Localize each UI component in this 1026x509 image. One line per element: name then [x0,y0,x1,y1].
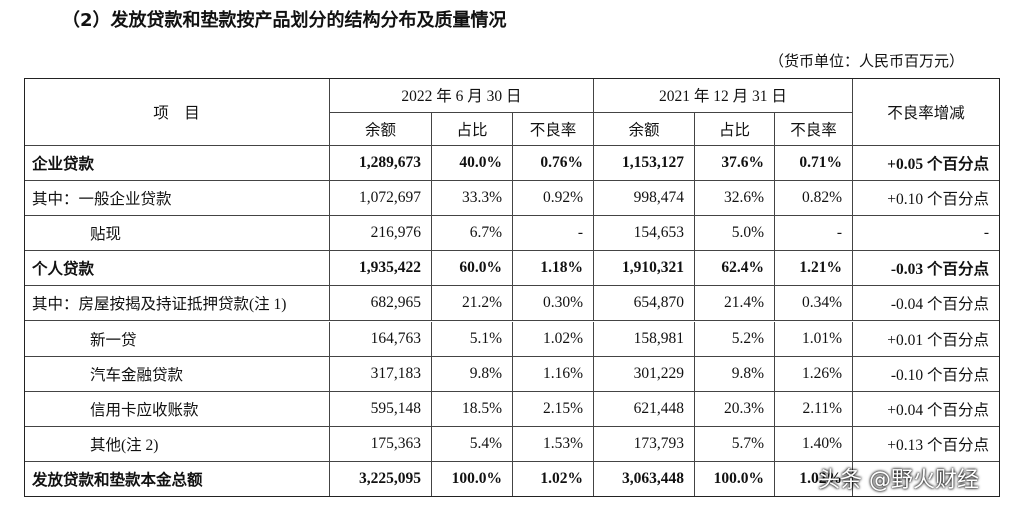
data-cell: -0.04 个百分点 [853,286,1000,322]
data-cell: 301,229 [594,356,695,392]
data-cell: - [513,216,594,252]
subheader-cell: 不良率 [775,113,853,146]
data-cell: 1,153,127 [594,146,695,182]
data-cell: 164,763 [330,321,432,357]
data-cell: 5.0% [695,216,775,252]
data-cell: 173,793 [594,426,695,462]
data-cell: 1.01% [775,321,853,357]
row-label: 其他(注 2) [24,426,330,462]
data-cell: +0.05 个百分点 [853,146,1000,182]
data-cell: 3,225,095 [330,461,432,497]
data-cell: 18.5% [432,391,513,427]
data-cell: 0.82% [775,181,853,217]
data-cell: +0.04 个百分点 [853,391,1000,427]
data-cell: 0.92% [513,181,594,217]
data-cell: 1.21% [775,251,853,287]
row-label: 其中：一般企业贷款 [24,181,330,217]
data-cell: 100.0% [432,461,513,497]
data-cell: 20.3% [695,391,775,427]
header-cell: 项 目 [24,78,330,146]
data-cell: 5.4% [432,426,513,462]
data-cell: 100.0% [695,461,775,497]
data-cell: -0.10 个百分点 [853,356,1000,392]
data-cell: 60.0% [432,251,513,287]
data-cell: 0.71% [775,146,853,182]
data-cell: 1.40% [775,426,853,462]
data-cell: 9.8% [432,356,513,392]
data-cell: +0.13 个百分点 [853,426,1000,462]
data-cell: 317,183 [330,356,432,392]
data-cell: 1.02% [513,461,594,497]
row-label: 个人贷款 [24,251,330,287]
data-cell: 21.2% [432,286,513,322]
data-cell: 158,981 [594,321,695,357]
header-cell: 2021 年 12 月 31 日 [594,78,853,113]
data-cell: 216,976 [330,216,432,252]
data-cell: 998,474 [594,181,695,217]
data-cell: 1,910,321 [594,251,695,287]
data-cell: 1,072,697 [330,181,432,217]
data-cell: 1.02% [513,321,594,357]
data-cell: 1.26% [775,356,853,392]
data-cell: 37.6% [695,146,775,182]
data-cell: 1,935,422 [330,251,432,287]
header-cell: 不良率增减 [853,78,1000,146]
unit-note: （货币单位：人民币百万元） [768,54,964,70]
data-cell: +0.10 个百分点 [853,181,1000,217]
data-cell: 6.7% [432,216,513,252]
data-cell: 32.6% [695,181,775,217]
row-label: 汽车金融贷款 [24,356,330,392]
data-cell: 1.16% [513,356,594,392]
data-cell: 40.0% [432,146,513,182]
subheader-cell: 占比 [695,113,775,146]
subheader-cell: 占比 [432,113,513,146]
data-cell: - [775,216,853,252]
row-label: 发放贷款和垫款本金总额 [24,461,330,497]
data-cell: 2.15% [513,391,594,427]
data-cell: +0.01 个百分点 [853,321,1000,357]
data-cell: 682,965 [330,286,432,322]
subheader-cell: 不良率 [513,113,594,146]
data-cell: 621,448 [594,391,695,427]
data-cell: 3,063,448 [594,461,695,497]
section-title: （2）发放贷款和垫款按产品划分的结构分布及质量情况 [62,10,507,31]
row-label: 企业贷款 [24,146,330,182]
data-cell: 0.76% [513,146,594,182]
data-cell: 21.4% [695,286,775,322]
data-cell: 0.34% [775,286,853,322]
data-cell: 1.18% [513,251,594,287]
data-cell: 0.30% [513,286,594,322]
data-cell: 654,870 [594,286,695,322]
data-cell: 62.4% [695,251,775,287]
header-cell: 2022 年 6 月 30 日 [330,78,594,113]
watermark: 头条 @野火财经 [818,468,979,493]
subheader-cell: 余额 [594,113,695,146]
data-cell: 5.2% [695,321,775,357]
data-cell: 33.3% [432,181,513,217]
data-cell: 5.1% [432,321,513,357]
data-cell: 175,363 [330,426,432,462]
loan-table: 项 目 2022 年 6 月 30 日 2021 年 12 月 31 日不良率增减余… [24,78,1000,497]
data-cell: 1.53% [513,426,594,462]
row-label: 信用卡应收账款 [24,391,330,427]
data-cell: -0.03 个百分点 [853,251,1000,287]
data-cell: 9.8% [695,356,775,392]
data-cell: - [853,216,1000,252]
row-label: 其中：房屋按揭及持证抵押贷款(注 1) [24,286,330,322]
row-label: 新一贷 [24,321,330,357]
data-cell: 1,289,673 [330,146,432,182]
data-cell: 595,148 [330,391,432,427]
row-label: 贴现 [24,216,330,252]
subheader-cell: 余额 [330,113,432,146]
data-cell: 154,653 [594,216,695,252]
data-cell: 5.7% [695,426,775,462]
data-cell: 2.11% [775,391,853,427]
